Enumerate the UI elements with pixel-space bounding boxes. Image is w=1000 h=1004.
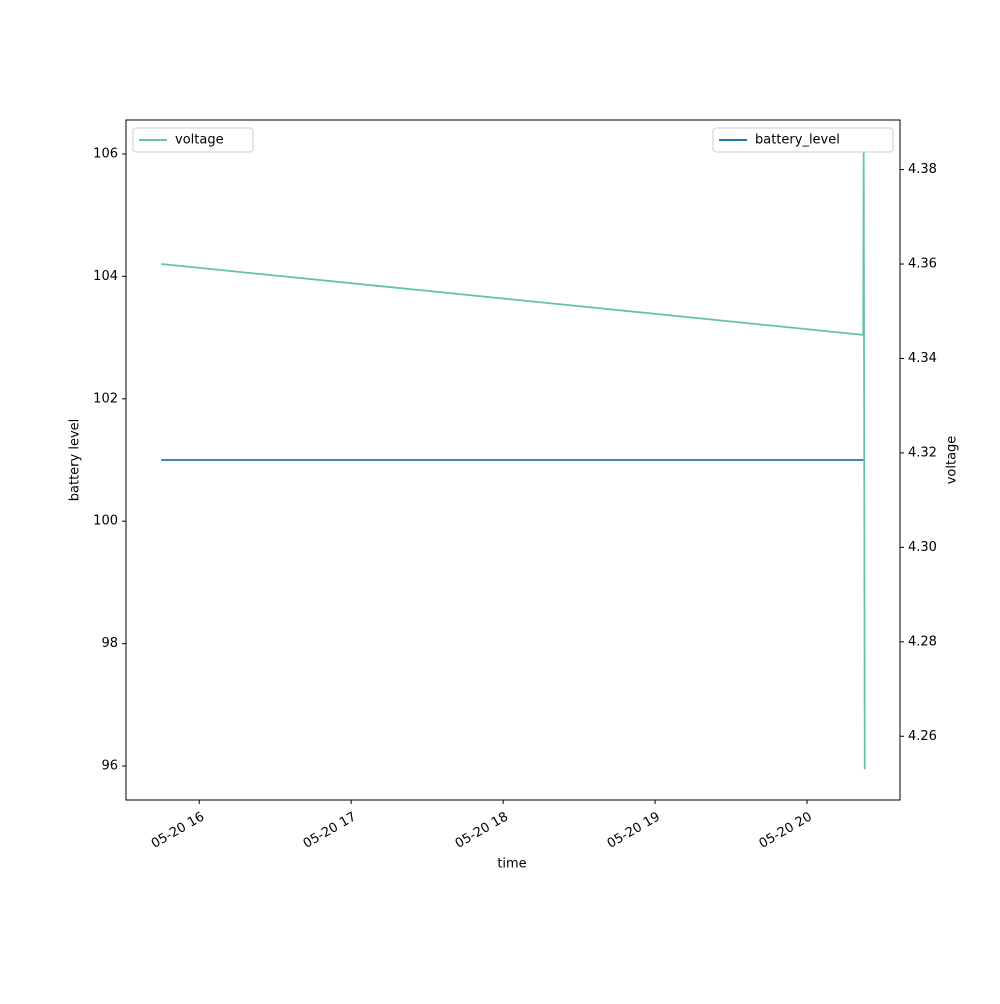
- y2-tick-label: 4.32: [908, 445, 937, 460]
- plot-frame: [125, 119, 901, 801]
- y-tick-label: 102: [93, 391, 118, 406]
- legend-label: voltage: [175, 133, 224, 148]
- y2-tick-label: 4.36: [908, 257, 937, 272]
- legend-label: battery_level: [755, 133, 840, 148]
- legend-box: [132, 127, 254, 153]
- y-axis-label: battery level: [68, 419, 83, 502]
- y2-tick-label: 4.28: [908, 634, 937, 649]
- y2-tick-label: 4.26: [908, 729, 937, 744]
- x-tick-label: 05-20 20: [757, 810, 815, 852]
- x-tick-label: 05-20 17: [301, 810, 359, 852]
- y-tick-label: 96: [101, 759, 118, 774]
- y-tick-label: 106: [93, 146, 118, 161]
- y2-tick-label: 4.38: [908, 162, 937, 177]
- x-tick-label: 05-20 16: [149, 810, 207, 852]
- x-tick-label: 05-20 18: [453, 810, 511, 852]
- y2-tick-label: 4.34: [908, 351, 937, 366]
- y2-tick-label: 4.30: [908, 540, 937, 555]
- y-tick-label: 104: [93, 269, 118, 284]
- y2-axis-label: voltage: [945, 436, 960, 485]
- y-tick-label: 100: [93, 514, 118, 529]
- y-tick-label: 98: [101, 636, 118, 651]
- x-axis-label: time: [497, 857, 526, 872]
- x-tick-label: 05-20 19: [605, 810, 663, 852]
- legend-box: [712, 127, 894, 153]
